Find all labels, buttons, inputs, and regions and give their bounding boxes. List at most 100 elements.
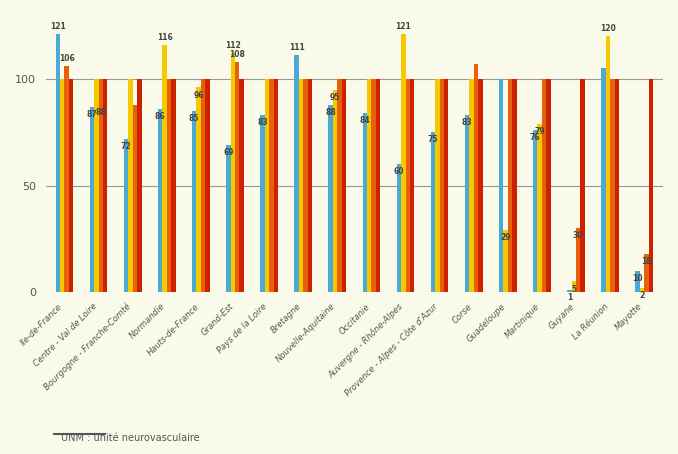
Text: 96: 96: [193, 91, 204, 100]
Bar: [94, 79, 98, 292]
Bar: [98, 79, 103, 292]
Bar: [128, 79, 133, 292]
Bar: [205, 79, 210, 292]
Bar: [644, 254, 649, 292]
Bar: [439, 79, 444, 292]
Bar: [162, 45, 167, 292]
Bar: [372, 79, 376, 292]
Bar: [158, 109, 162, 292]
Bar: [640, 288, 644, 292]
Bar: [231, 54, 235, 292]
Bar: [294, 55, 299, 292]
Bar: [576, 228, 580, 292]
Text: 83: 83: [257, 118, 268, 128]
Bar: [435, 79, 439, 292]
Bar: [601, 68, 605, 292]
Bar: [167, 79, 172, 292]
Text: 5: 5: [572, 285, 576, 294]
Text: 1: 1: [567, 293, 572, 302]
Bar: [542, 79, 546, 292]
Bar: [431, 132, 435, 292]
Text: 76: 76: [530, 133, 540, 142]
Bar: [465, 115, 469, 292]
Text: 86: 86: [155, 112, 165, 121]
Bar: [273, 79, 278, 292]
Text: 2: 2: [639, 291, 645, 300]
Bar: [89, 107, 94, 292]
Bar: [308, 79, 312, 292]
Text: 95: 95: [330, 93, 340, 102]
Bar: [478, 79, 483, 292]
Text: 29: 29: [500, 233, 511, 242]
Bar: [260, 115, 264, 292]
Bar: [580, 79, 585, 292]
Text: 30: 30: [573, 232, 584, 240]
Bar: [538, 123, 542, 292]
Bar: [60, 79, 64, 292]
Text: 88: 88: [96, 108, 106, 117]
Bar: [401, 34, 405, 292]
Text: 106: 106: [59, 54, 75, 63]
Text: 121: 121: [395, 22, 411, 31]
Text: 121: 121: [50, 22, 66, 31]
Bar: [567, 290, 572, 292]
Bar: [333, 89, 338, 292]
Bar: [133, 104, 137, 292]
Bar: [226, 145, 231, 292]
Bar: [338, 79, 342, 292]
Bar: [367, 79, 372, 292]
Bar: [614, 79, 619, 292]
Text: 10: 10: [633, 274, 643, 283]
Bar: [201, 79, 205, 292]
Text: 108: 108: [229, 49, 245, 59]
Text: 60: 60: [394, 168, 404, 177]
Bar: [610, 79, 614, 292]
Text: 18: 18: [641, 257, 652, 266]
Bar: [649, 79, 653, 292]
Bar: [376, 79, 380, 292]
Bar: [269, 79, 273, 292]
Text: 111: 111: [289, 43, 304, 52]
Bar: [64, 66, 69, 292]
Bar: [605, 36, 610, 292]
Bar: [124, 138, 128, 292]
Bar: [405, 79, 410, 292]
Bar: [303, 79, 308, 292]
Text: 69: 69: [223, 148, 234, 157]
Bar: [342, 79, 346, 292]
Bar: [474, 64, 478, 292]
Bar: [469, 79, 474, 292]
Bar: [635, 271, 640, 292]
Text: 84: 84: [359, 116, 370, 125]
Bar: [397, 164, 401, 292]
Bar: [503, 230, 508, 292]
Text: 116: 116: [157, 33, 172, 42]
Text: 83: 83: [462, 118, 473, 128]
Bar: [444, 79, 448, 292]
Text: 75: 75: [428, 135, 438, 144]
Bar: [513, 79, 517, 292]
Bar: [239, 79, 244, 292]
Bar: [197, 88, 201, 292]
Text: 87: 87: [87, 110, 98, 119]
Text: 120: 120: [600, 24, 616, 33]
Text: 72: 72: [121, 142, 132, 151]
Bar: [508, 79, 513, 292]
Bar: [533, 130, 538, 292]
Bar: [499, 79, 503, 292]
Bar: [103, 79, 107, 292]
Bar: [328, 104, 333, 292]
Bar: [572, 281, 576, 292]
Text: UNM : unité neurovasculaire: UNM : unité neurovasculaire: [61, 433, 199, 443]
Bar: [56, 34, 60, 292]
Bar: [299, 79, 303, 292]
Bar: [235, 62, 239, 292]
Bar: [172, 79, 176, 292]
Text: 112: 112: [225, 41, 241, 50]
Bar: [264, 79, 269, 292]
Bar: [546, 79, 551, 292]
Bar: [69, 79, 73, 292]
Text: 85: 85: [189, 114, 199, 123]
Bar: [192, 111, 197, 292]
Bar: [410, 79, 414, 292]
